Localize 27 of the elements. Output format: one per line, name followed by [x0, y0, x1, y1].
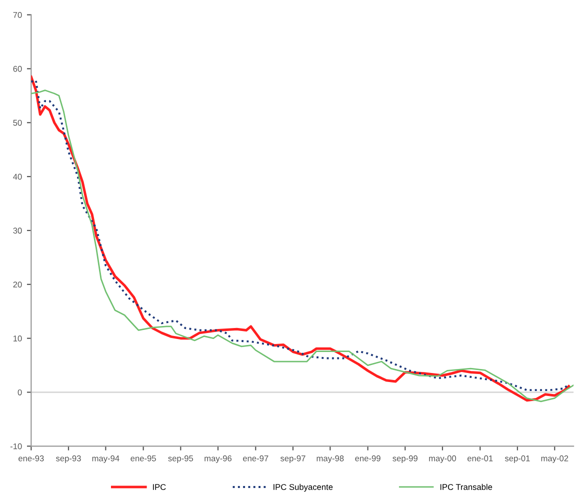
x-tick-label: sep-93	[56, 455, 81, 463]
x-tick-label: may-94	[92, 455, 120, 463]
y-tick-label: 60	[13, 66, 22, 72]
y-tick-label: 0	[18, 389, 22, 396]
x-tick-label: sep-99	[392, 455, 418, 463]
y-tick-label: -10	[10, 443, 22, 450]
x-tick-label: may-98	[316, 455, 344, 463]
y-tick-label: 10	[13, 336, 22, 342]
x-tick-label: may-00	[429, 455, 456, 463]
x-tick-label: may-96	[204, 455, 232, 463]
x-tick-label: ene-01	[468, 455, 493, 462]
legend-label: IPC Transable	[440, 484, 492, 490]
y-tick-label: 70	[13, 12, 22, 18]
legend-label: IPC	[152, 484, 166, 490]
x-tick-label: sep-97	[280, 455, 306, 463]
x-tick-label: may-02	[541, 455, 568, 463]
y-tick-label: 20	[13, 282, 22, 288]
y-tick-label: 50	[13, 120, 22, 126]
x-tick-label: sep-01	[504, 455, 530, 463]
x-tick-label: ene-99	[355, 455, 380, 462]
x-tick-label: sep-95	[168, 455, 194, 463]
y-tick-label: 30	[13, 228, 22, 234]
x-tick-label: ene-95	[130, 455, 156, 462]
x-tick-label: ene-93	[18, 455, 44, 462]
y-tick-label: 40	[13, 174, 22, 180]
x-tick-label: ene-97	[243, 455, 268, 462]
legend-label: IPC Subyacente	[274, 484, 333, 492]
